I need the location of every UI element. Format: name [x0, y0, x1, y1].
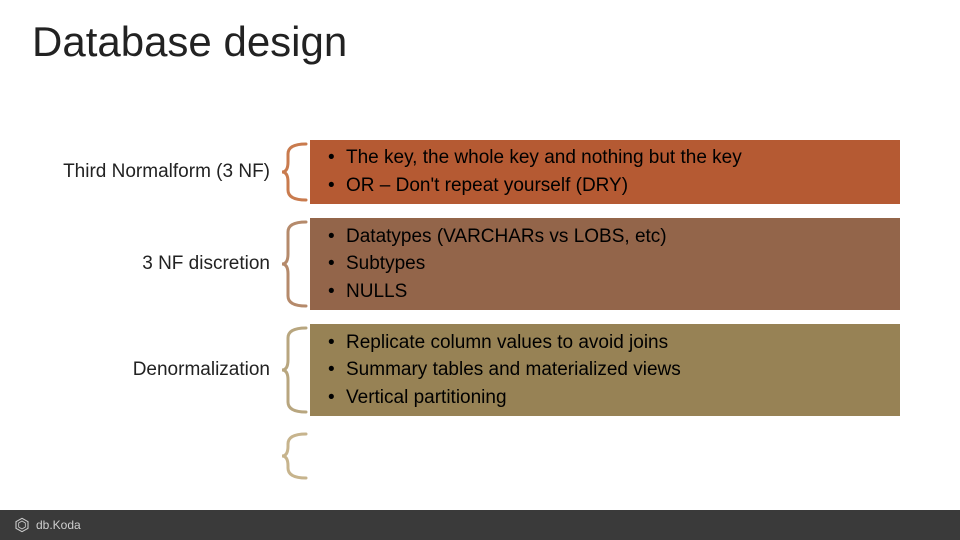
- content-row: Denormalization Replicate column values t…: [0, 324, 960, 416]
- page-title: Database design: [32, 18, 347, 66]
- content-row: 3 NF discretion Datatypes (VARCHARs vs LO…: [0, 218, 960, 310]
- bullet-item: The key, the whole key and nothing but t…: [328, 144, 886, 172]
- slide: Database design Third Normalform (3 NF)T…: [0, 0, 960, 540]
- row-label-line: Third Normal: [63, 160, 173, 184]
- row-label-line: 3 NF discretion: [142, 252, 270, 276]
- bullet-box: Datatypes (VARCHARs vs LOBS, etc)Subtype…: [310, 218, 900, 310]
- brace-icon: [280, 140, 310, 204]
- trailing-brace-row: [0, 430, 960, 482]
- bullet-list: Replicate column values to avoid joinsSu…: [328, 329, 886, 412]
- brace-icon: [280, 218, 310, 310]
- row-label-line: Denormalization: [133, 358, 270, 382]
- brace-icon: [280, 430, 310, 482]
- bullet-box: The key, the whole key and nothing but t…: [310, 140, 900, 204]
- row-label: 3 NF discretion: [0, 218, 280, 310]
- content-rows: Third Normalform (3 NF) The key, the whol…: [0, 140, 960, 496]
- bullet-item: Summary tables and materialized views: [328, 356, 886, 384]
- brace-icon: [280, 324, 310, 416]
- bullet-list: The key, the whole key and nothing but t…: [328, 144, 886, 199]
- footer-bar: db.Koda: [0, 510, 960, 540]
- bullet-list: Datatypes (VARCHARs vs LOBS, etc)Subtype…: [328, 223, 886, 306]
- bullet-item: Datatypes (VARCHARs vs LOBS, etc): [328, 223, 886, 251]
- empty-box: [310, 430, 900, 482]
- bullet-item: OR – Don't repeat yourself (DRY): [328, 172, 886, 200]
- row-label: Denormalization: [0, 324, 280, 416]
- bullet-box: Replicate column values to avoid joinsSu…: [310, 324, 900, 416]
- row-label-line: form (3 NF): [173, 160, 270, 184]
- bullet-item: Subtypes: [328, 250, 886, 278]
- footer-brand-text: db.Koda: [36, 518, 81, 532]
- bullet-item: Replicate column values to avoid joins: [328, 329, 886, 357]
- brand-logo-icon: [14, 517, 30, 533]
- bullet-item: Vertical partitioning: [328, 384, 886, 412]
- content-row: Third Normalform (3 NF) The key, the whol…: [0, 140, 960, 204]
- row-label-empty: [0, 430, 280, 482]
- row-label: Third Normalform (3 NF): [0, 140, 280, 204]
- bullet-item: NULLS: [328, 278, 886, 306]
